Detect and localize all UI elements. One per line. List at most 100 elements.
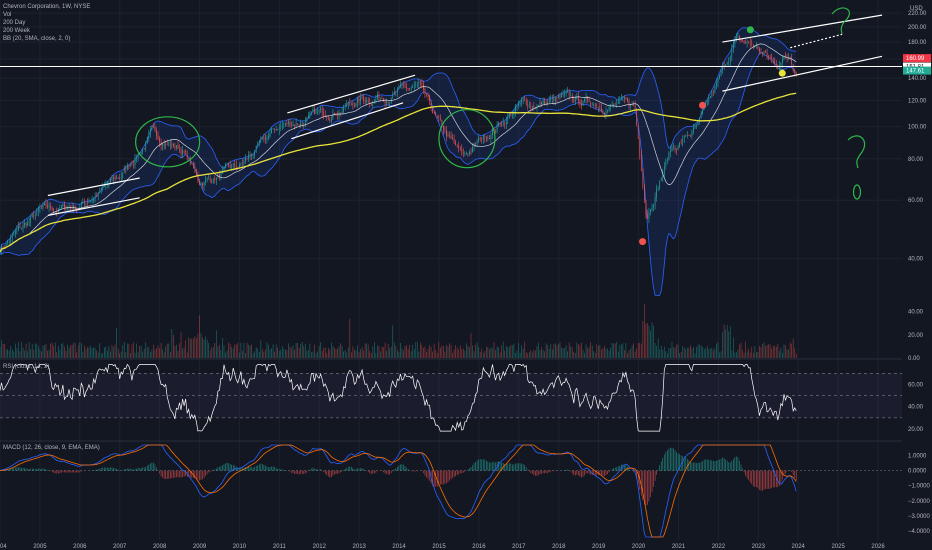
candle-body: [453, 139, 455, 143]
candle-body: [10, 238, 12, 242]
volume-bar: [631, 345, 633, 358]
candle-body: [564, 93, 565, 95]
volume-bar: [214, 343, 216, 358]
candle-body: [220, 173, 222, 178]
legend-bb[interactable]: BB (20, SMA, close, 2, 0): [3, 36, 71, 42]
macd-histogram-bar: [768, 470, 769, 489]
macd-histogram-bar: [205, 470, 206, 477]
candle-body: [255, 145, 257, 151]
macd-histogram-bar: [604, 470, 605, 477]
candle-body: [479, 137, 481, 140]
macd-histogram-bar: [148, 464, 150, 471]
candle-body: [117, 177, 119, 179]
candle-body: [306, 118, 308, 122]
volume-bar: [160, 342, 162, 358]
volume-bar: [485, 346, 487, 358]
volume-bar: [123, 341, 125, 358]
candle-body: [524, 100, 526, 101]
candle-body: [700, 113, 702, 118]
price-tag-ma-bg: [903, 66, 931, 75]
volume-bar: [125, 352, 127, 358]
macd-histogram-bar: [389, 470, 391, 475]
volume-bar: [275, 344, 277, 358]
macd-histogram-bar: [289, 470, 291, 472]
candle-body: [748, 41, 750, 43]
macd-histogram-bar: [303, 470, 305, 475]
candle-body: [515, 106, 516, 112]
volume-bar: [633, 343, 634, 358]
candle-body: [558, 95, 559, 98]
candle-body: [433, 113, 435, 114]
candle-body: [150, 129, 151, 134]
volume-bar: [677, 344, 679, 358]
volume-bar: [375, 353, 377, 358]
macd-histogram-bar: [759, 470, 760, 490]
volume-bar: [314, 344, 315, 358]
volume-bar: [788, 349, 789, 358]
macd-label[interactable]: MACD (12, 26, close, 9, EMA, EMA): [3, 445, 100, 451]
candle-body: [642, 170, 644, 187]
macd-pane: [0, 444, 902, 538]
macd-histogram-bar: [255, 465, 257, 471]
volume-bar: [502, 341, 504, 358]
candle-body: [581, 103, 582, 106]
volume-bar: [751, 346, 753, 358]
macd-histogram-bar: [142, 467, 144, 471]
candle-body: [582, 101, 584, 106]
macd-histogram-bar: [601, 470, 602, 476]
candle-body: [176, 145, 177, 148]
candle-body: [228, 163, 229, 166]
macd-histogram-bar: [584, 470, 585, 476]
macd-histogram-bar: [495, 462, 496, 471]
volume-bar: [783, 344, 785, 358]
time-tick-label: 2010: [233, 544, 247, 550]
candle-body: [243, 161, 245, 164]
candle-body: [706, 101, 708, 102]
volume-bar: [559, 342, 561, 358]
symbol-title[interactable]: Chevron Corporation, 1W, NYSE: [3, 4, 91, 10]
candle-body: [625, 97, 627, 99]
volume-bar: [688, 347, 690, 358]
rsi-label[interactable]: RSI (close, 14, 2): [3, 364, 50, 370]
volume-bar: [581, 342, 582, 358]
volume-bar: [134, 352, 136, 358]
macd-histogram-bar: [208, 470, 209, 473]
legend-200-week[interactable]: 200 Week: [3, 28, 30, 34]
volume-bar: [763, 342, 765, 358]
candle-body: [34, 215, 36, 217]
volume-bar: [786, 349, 788, 358]
macd-histogram-bar: [395, 468, 397, 471]
macd-tick-label: −2.0000: [908, 499, 931, 505]
legend-vol[interactable]: Vol: [3, 12, 12, 18]
candle-body: [372, 101, 374, 105]
macd-histogram-bar: [62, 470, 64, 473]
legend-200-day[interactable]: 200 Day: [3, 20, 26, 26]
currency-label: USD: [910, 6, 923, 12]
candle-body: [562, 94, 564, 96]
macd-histogram-bar: [545, 470, 547, 474]
candle-body: [462, 153, 464, 154]
volume-bar: [749, 352, 751, 358]
volume-pane: [0, 303, 797, 358]
volume-bar: [254, 351, 256, 358]
macd-histogram-bar: [760, 470, 762, 491]
candle-body: [633, 103, 634, 105]
macd-histogram-bar: [44, 468, 45, 471]
macd-histogram-bar: [742, 468, 743, 471]
volume-bar: [103, 347, 105, 358]
macd-histogram-bar: [393, 469, 395, 471]
candle-body: [151, 125, 153, 130]
macd-histogram-bar: [498, 461, 499, 471]
volume-bar: [446, 344, 447, 358]
macd-histogram-bar: [749, 470, 751, 483]
macd-histogram-bar: [160, 470, 162, 477]
candle-body: [263, 137, 265, 140]
candle-body: [622, 97, 624, 99]
volume-bar: [412, 344, 414, 358]
volume-bar: [97, 352, 99, 358]
macd-histogram-bar: [370, 470, 372, 474]
macd-histogram-bar: [450, 470, 452, 480]
macd-histogram-bar: [292, 470, 294, 474]
volume-bar: [260, 340, 262, 358]
